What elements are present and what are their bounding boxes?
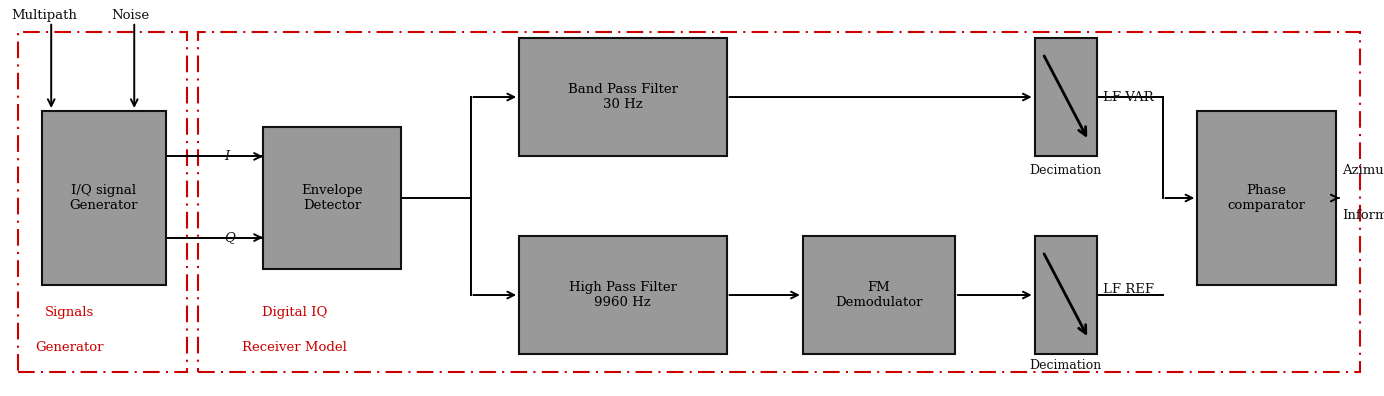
Text: Band Pass Filter
30 Hz: Band Pass Filter 30 Hz [567,83,678,111]
Bar [42,111,166,285]
Bar [519,236,727,354]
Bar [1034,38,1096,156]
Text: LF REF: LF REF [1103,284,1154,296]
Bar [263,127,401,269]
Text: Digital IQ: Digital IQ [262,306,328,319]
Text: Decimation: Decimation [1030,359,1102,372]
Bar [18,32,187,372]
Text: Generator: Generator [35,341,104,354]
Text: Q: Q [224,231,235,244]
Text: I/Q signal
Generator: I/Q signal Generator [69,184,138,212]
Bar [519,38,727,156]
Bar [1034,236,1096,354]
Text: Noise: Noise [111,9,149,22]
Text: I: I [224,150,230,163]
Text: Information: Information [1342,209,1384,222]
Text: Phase
comparator: Phase comparator [1228,184,1305,212]
Text: Decimation: Decimation [1030,164,1102,177]
Bar [803,236,955,354]
Text: FM
Demodulator: FM Demodulator [835,281,923,309]
Text: Receiver Model: Receiver Model [242,341,347,354]
Text: High Pass Filter
9960 Hz: High Pass Filter 9960 Hz [569,281,677,309]
Text: Signals: Signals [44,306,94,319]
Bar [198,32,1360,372]
Text: LF VAR: LF VAR [1103,91,1154,103]
Bar [1197,111,1336,285]
Text: Envelope
Detector: Envelope Detector [302,184,363,212]
Text: Multipath: Multipath [11,9,78,22]
Text: Azimuth: Azimuth [1342,164,1384,177]
